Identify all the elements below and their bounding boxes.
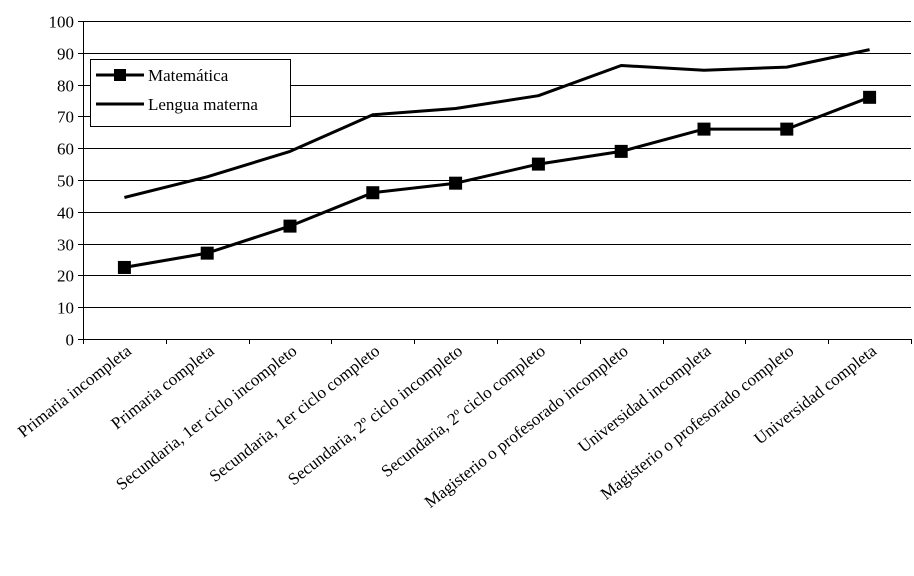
data-point (200, 246, 214, 260)
y-tick-label: 40 (57, 204, 74, 223)
data-point (780, 122, 794, 136)
y-tick-label: 30 (57, 236, 74, 255)
data-point (697, 122, 711, 136)
x-tick-label: Secundaria, 2º ciclo completo (378, 341, 549, 481)
series (117, 48, 877, 274)
y-tick-label: 10 (57, 299, 74, 318)
series-line-1 (124, 48, 870, 199)
x-tick-label: Universidad incompleta (574, 341, 714, 457)
y-tick-label: 90 (57, 45, 74, 64)
y-tick-label: 100 (49, 13, 75, 32)
y-tick-labels: 0 10 20 30 40 50 60 70 80 90 100 (49, 13, 75, 350)
data-point (366, 186, 380, 200)
data-point (863, 90, 877, 104)
legend-label: Matemática (148, 66, 229, 85)
legend-label: Lengua materna (148, 95, 258, 114)
data-point (117, 260, 131, 274)
data-point (283, 219, 297, 233)
x-tick-label: Secundaria, 1er ciclo completo (206, 341, 384, 486)
y-tick-label: 80 (57, 77, 74, 96)
y-tick-label: 50 (57, 172, 74, 191)
legend-swatch-marker (114, 69, 126, 81)
legend: Matemática Lengua materna (90, 59, 291, 127)
axes (78, 21, 912, 344)
data-point (449, 176, 463, 190)
x-tick-label: Secundaria, 2º ciclo incompleto (284, 341, 466, 489)
y-tick-label: 60 (57, 140, 74, 159)
data-point (531, 157, 545, 171)
y-tick-label: 20 (57, 267, 74, 286)
y-tick-label: 70 (57, 108, 74, 127)
y-tick-label: 0 (66, 331, 75, 350)
series-line-0 (124, 95, 871, 269)
data-point (614, 144, 628, 158)
